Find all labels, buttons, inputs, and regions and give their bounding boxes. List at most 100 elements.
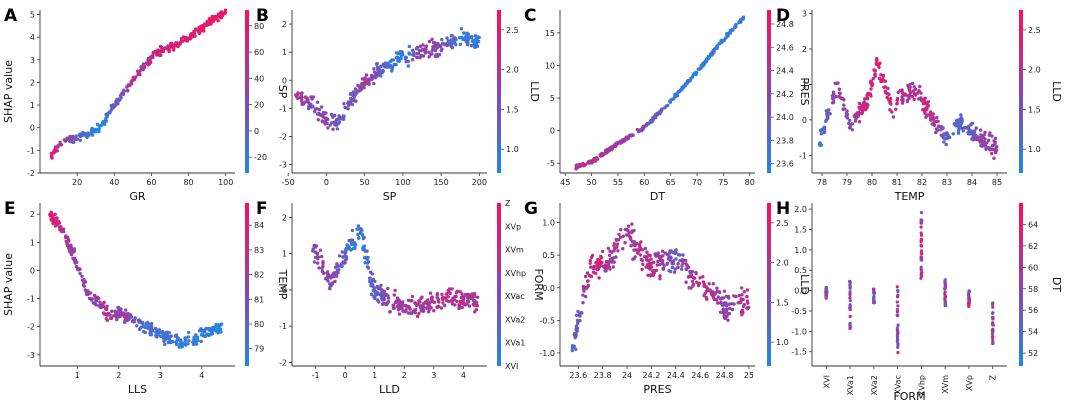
point	[652, 260, 656, 264]
point	[663, 251, 667, 255]
colorbar-label: SP	[276, 85, 289, 99]
point	[73, 137, 78, 141]
point	[343, 261, 347, 265]
point	[907, 88, 911, 93]
x-tick-label: 2	[402, 371, 407, 380]
point	[991, 311, 995, 315]
colorbar-tick-label: 79	[254, 345, 264, 354]
point	[160, 329, 165, 334]
point	[476, 39, 480, 43]
point	[716, 295, 720, 299]
colorbar-label: TEMP	[276, 269, 289, 300]
point	[631, 257, 635, 261]
point	[140, 65, 145, 70]
point	[458, 290, 462, 294]
colorbar-tick-label: XVhp	[505, 269, 526, 278]
point	[461, 298, 465, 303]
point	[715, 286, 719, 290]
point	[385, 293, 389, 297]
point	[719, 41, 723, 45]
point	[594, 157, 598, 161]
point	[114, 102, 118, 106]
point	[696, 283, 701, 288]
point	[895, 338, 900, 342]
point	[583, 286, 588, 290]
x-tick-label: 79	[842, 178, 852, 187]
point	[680, 267, 684, 271]
point	[581, 293, 585, 297]
point	[632, 248, 636, 252]
colorbar-tick-label: -20	[254, 153, 267, 162]
point	[705, 297, 709, 301]
point	[956, 119, 960, 123]
point	[644, 255, 648, 260]
point	[444, 292, 449, 296]
point	[320, 266, 324, 271]
colorbar-tick-label: 2.0	[1028, 66, 1041, 75]
colorbar-tick-label: Z	[505, 199, 511, 208]
point	[62, 229, 66, 234]
y-tick-label: 0	[30, 124, 35, 133]
point	[597, 276, 601, 280]
point	[462, 31, 466, 35]
y-tick-label: 5	[550, 94, 555, 103]
point	[204, 334, 208, 338]
colorbar	[767, 10, 771, 173]
point	[714, 298, 719, 302]
colorbar-tick-label: 23.6	[776, 160, 794, 169]
point	[317, 266, 321, 270]
point	[219, 11, 224, 15]
point	[321, 260, 325, 264]
point	[351, 90, 355, 94]
point	[329, 112, 334, 117]
point	[944, 303, 948, 308]
point	[82, 284, 86, 288]
point	[86, 289, 90, 293]
point	[848, 279, 852, 283]
point	[871, 77, 875, 81]
point	[459, 27, 464, 31]
point	[218, 327, 223, 331]
point	[173, 43, 178, 47]
point	[694, 270, 698, 275]
point	[314, 255, 318, 260]
point	[431, 40, 436, 45]
point	[959, 113, 963, 117]
point	[141, 62, 145, 66]
y-tick-label: 15	[545, 29, 555, 38]
point	[148, 322, 152, 326]
point	[98, 300, 102, 304]
point	[428, 291, 433, 295]
point	[347, 245, 351, 250]
point	[454, 294, 458, 298]
point	[333, 113, 337, 118]
x-tick-label: Z	[989, 374, 998, 380]
point	[398, 306, 402, 311]
panel-c: 45 50 55 60 65 70 75 80-5051015DTC23.623.824.02…	[524, 6, 811, 203]
point	[903, 92, 907, 96]
point	[457, 36, 462, 40]
point	[691, 276, 696, 280]
point	[77, 133, 82, 138]
colorbar-tick-label: XVac	[505, 292, 525, 301]
point	[415, 314, 420, 319]
point	[321, 111, 325, 116]
point	[170, 44, 174, 49]
colorbar	[497, 203, 501, 366]
point	[337, 114, 341, 118]
point	[354, 243, 358, 247]
point	[684, 258, 688, 263]
point	[692, 72, 696, 76]
colorbar-tick-label: 60	[254, 48, 264, 57]
point	[586, 279, 590, 283]
point	[979, 133, 983, 137]
point	[919, 225, 923, 229]
point	[919, 255, 923, 259]
point	[969, 123, 973, 127]
colorbar-tick-label: 81	[254, 295, 264, 304]
point	[302, 101, 306, 105]
point	[214, 16, 218, 20]
point	[449, 299, 453, 303]
x-tick-label: 4	[461, 371, 466, 380]
